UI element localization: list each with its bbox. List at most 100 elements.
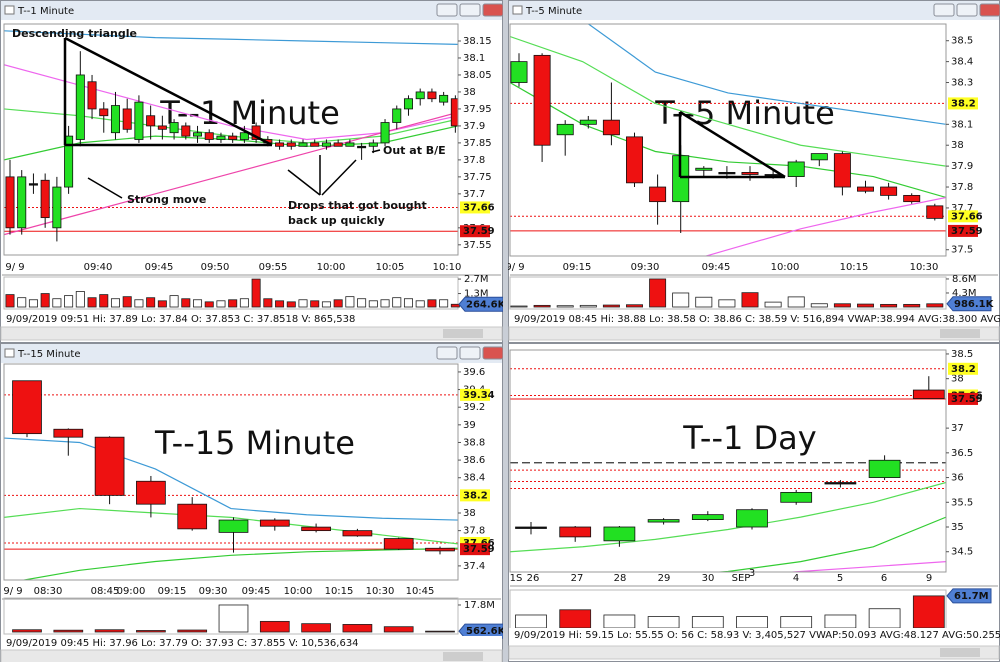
candle-body <box>134 101 144 140</box>
volume-bar <box>286 301 296 308</box>
volume-bar <box>28 299 38 308</box>
price-area-frame <box>3 363 459 581</box>
volume-bar <box>383 626 414 633</box>
volume-bar <box>741 292 759 308</box>
y-tick-label: 36.5 <box>951 448 973 459</box>
volume-last-label: 264.6K <box>466 299 507 310</box>
title-bar <box>509 1 999 20</box>
moving-average <box>510 35 946 167</box>
price-label: 37.59 <box>951 226 983 237</box>
moving-average <box>4 507 458 545</box>
volume-bar <box>345 296 355 308</box>
candle-body <box>824 482 857 485</box>
volume-bar <box>136 630 166 633</box>
info-text: 9/09/2019 08:45 Hi: 38.88 Lo: 38.58 O: 3… <box>514 314 1000 325</box>
price-label: 37.59 <box>951 394 983 405</box>
candle-body <box>177 503 208 530</box>
minimize-button[interactable] <box>933 3 955 17</box>
volume-bar <box>450 303 460 308</box>
y-tick-label: 37.75 <box>463 172 492 183</box>
moving-average <box>784 561 946 572</box>
window-icon <box>4 348 15 358</box>
price-area-frame <box>3 23 459 256</box>
minimize-button[interactable] <box>436 3 458 17</box>
y-tick-label: 38.4 <box>463 473 485 484</box>
candle-body <box>880 186 898 196</box>
info-bar <box>1 312 502 326</box>
candle-body <box>17 176 27 229</box>
candle-body <box>181 125 191 137</box>
volume-bar <box>787 296 805 308</box>
y-tick-label: 38.1 <box>951 119 973 130</box>
y-tick-label: 38.5 <box>951 36 973 47</box>
volume-bar <box>510 305 528 308</box>
window-frame <box>0 343 503 662</box>
candle-body <box>741 171 759 175</box>
volume-bar <box>810 303 828 308</box>
price-label: 38.2 <box>951 364 976 375</box>
volume-bar <box>691 616 724 629</box>
price-label-box <box>460 543 490 556</box>
volume-last-box <box>458 296 503 312</box>
watermark: T--15 Minute <box>154 424 355 462</box>
scrollbar[interactable] <box>0 649 503 662</box>
y-tick-label: 38.6 <box>463 455 485 466</box>
scrollbar-thumb[interactable] <box>940 329 980 338</box>
y-tick-label: 35.5 <box>951 497 973 508</box>
candle-body <box>216 135 226 140</box>
window-frame <box>0 0 503 343</box>
candle-body <box>425 547 455 552</box>
candle-body <box>368 142 378 147</box>
maximize-button[interactable] <box>459 3 481 17</box>
x-tick-label: 27 <box>571 573 584 584</box>
x-tick-label: SEP <box>732 573 751 584</box>
scrollbar-thumb[interactable] <box>443 329 483 338</box>
x-tick-label: 9 <box>926 573 932 584</box>
volume-bar <box>216 300 226 308</box>
candle-body <box>380 122 390 144</box>
price-label: 37.59 <box>463 226 495 237</box>
candle-body <box>251 125 261 140</box>
price-label: 38.2 <box>463 490 488 501</box>
x-tick-label: 09:45 <box>702 262 731 273</box>
candle-body <box>533 54 551 146</box>
scrollbar[interactable] <box>508 645 1000 660</box>
candle-body <box>136 480 166 505</box>
x-tick-label: 10:15 <box>840 262 869 273</box>
candle-body <box>239 132 249 140</box>
candle-body <box>94 436 125 496</box>
minimize-button[interactable] <box>436 346 458 360</box>
scrollbar-thumb[interactable] <box>940 648 980 657</box>
volume-bar <box>110 298 120 308</box>
maximize-button[interactable] <box>956 3 978 17</box>
scrollbar[interactable] <box>0 326 503 341</box>
x-tick-label: 9/ 9 <box>3 586 22 597</box>
volume-bar <box>602 304 620 308</box>
volume-bar <box>228 299 238 308</box>
moving-average <box>587 24 946 125</box>
x-tick-label: 10:45 <box>406 586 435 597</box>
maximize-button[interactable] <box>459 346 481 360</box>
x-tick-label: 10:15 <box>325 586 354 597</box>
close-button[interactable] <box>979 3 1000 17</box>
volume-bar <box>833 303 851 308</box>
volume-bar <box>764 301 782 308</box>
candle-body <box>218 519 249 533</box>
close-button[interactable] <box>482 3 503 17</box>
x-tick-label: 08:45 <box>91 586 120 597</box>
candle-body <box>427 91 437 100</box>
watermark: T--5 Minute <box>654 94 835 132</box>
candle-body <box>5 176 15 229</box>
candle-body <box>926 205 944 219</box>
volume-bar <box>301 623 331 633</box>
scrollbar[interactable] <box>508 326 1000 341</box>
info-text: 9/09/2019 Hi: 59.15 Lo: 55.55 O: 56 C: 5… <box>514 630 1000 641</box>
volume-last-box <box>946 296 992 312</box>
candle-body <box>579 119 597 125</box>
close-button[interactable] <box>482 346 503 360</box>
volume-bar <box>298 299 308 308</box>
x-tick-label: 10:00 <box>771 262 800 273</box>
candle-body <box>559 526 592 538</box>
scrollbar-thumb[interactable] <box>443 652 483 661</box>
